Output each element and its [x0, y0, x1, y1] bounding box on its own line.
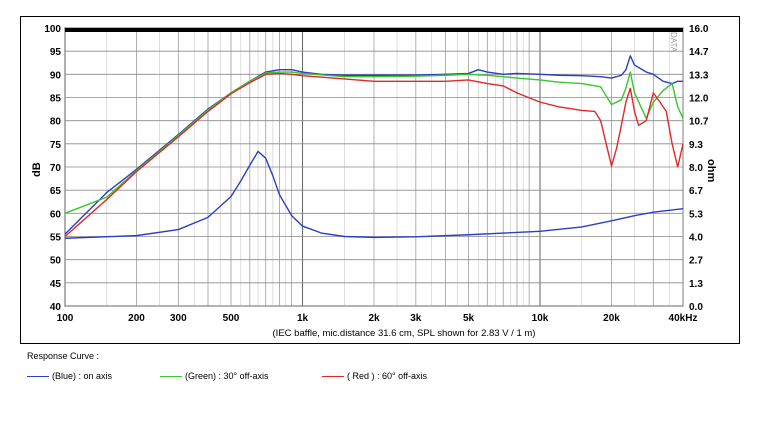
legend-swatch-blue [27, 376, 49, 378]
legend-entry-green: (Green) : 30° off-axis [160, 371, 268, 381]
legend-entry-blue: (Blue) : on axis [27, 371, 112, 381]
legend-swatch-green [160, 376, 182, 378]
y2-tick-label: 4.0 [689, 233, 703, 244]
x-tick-label: 100 [57, 313, 74, 324]
plot-top-band [65, 28, 683, 32]
x-tick-label: 20k [603, 313, 620, 324]
y2-axis-label: ohm [705, 159, 717, 182]
y2-tick-label: 14.7 [689, 47, 709, 58]
y2-tick-label: 16.0 [689, 24, 709, 35]
x-tick-label: 200 [128, 313, 145, 324]
outer-frame [20, 16, 740, 344]
legend-label-blue: (Blue) : on axis [52, 371, 113, 381]
y-tick-label: 75 [50, 140, 62, 151]
impedance-line [64, 150, 684, 239]
y-tick-label: 40 [50, 302, 62, 313]
y-tick-label: 85 [50, 94, 62, 105]
y-tick-label: 70 [50, 163, 62, 174]
y-tick-label: 60 [50, 209, 62, 220]
y2-tick-label: 2.7 [689, 256, 703, 267]
legend-label-green: (Green) : 30° off-axis [185, 371, 269, 381]
y2-tick-label: 12.0 [689, 94, 709, 105]
x-tick-label: 500 [223, 313, 240, 324]
y-tick-label: 55 [50, 233, 62, 244]
y-tick-label: 80 [50, 117, 62, 128]
tick-labels: 100 200 300 500 1k 2k 3k 5k 10k 20k 40kHz 100 95 90 85… [44, 24, 709, 324]
legend-label-red: ( Red ) : 60° off-axis [347, 371, 427, 381]
y-tick-label: 65 [50, 186, 62, 197]
y2-tick-label: 9.3 [689, 140, 703, 151]
y2-tick-label: 1.3 [689, 279, 703, 290]
x-tick-label: 300 [170, 313, 187, 324]
series-line-1 [64, 71, 684, 214]
y2-tick-label: 8.0 [689, 163, 703, 174]
x-tick-label: 2k [368, 313, 380, 324]
series-layer [64, 55, 684, 239]
y2-tick-label: 0.0 [689, 302, 703, 313]
legend-swatch-red [322, 376, 344, 378]
y-tick-label: 95 [50, 47, 62, 58]
series-line-2 [64, 72, 684, 238]
top-band-bar [65, 28, 683, 32]
y-tick-label: 50 [50, 256, 62, 267]
x-tick-label: 10k [532, 313, 549, 324]
y-tick-label: 45 [50, 279, 62, 290]
legend-title: Response Curve : [27, 351, 100, 361]
x-axis-caption: (IEC baffle, mic.distance 31.6 cm, SPL s… [273, 328, 536, 339]
y-tick-label: 90 [50, 70, 62, 81]
y2-tick-label: 5.3 [689, 209, 703, 220]
y2-tick-label: 6.7 [689, 186, 703, 197]
x-tick-label: 40kHz [669, 313, 698, 324]
legend-entry-red: ( Red ) : 60° off-axis [322, 371, 427, 381]
x-tick-label: 5k [463, 313, 475, 324]
x-tick-label: 3k [410, 313, 422, 324]
x-tick-label: 1k [297, 313, 309, 324]
watermark-text: DATA [669, 32, 678, 53]
y2-tick-label: 10.7 [689, 117, 709, 128]
y2-tick-label: 13.3 [689, 70, 709, 81]
y-axis-label: dB [31, 162, 43, 177]
y-tick-label: 100 [44, 24, 61, 35]
